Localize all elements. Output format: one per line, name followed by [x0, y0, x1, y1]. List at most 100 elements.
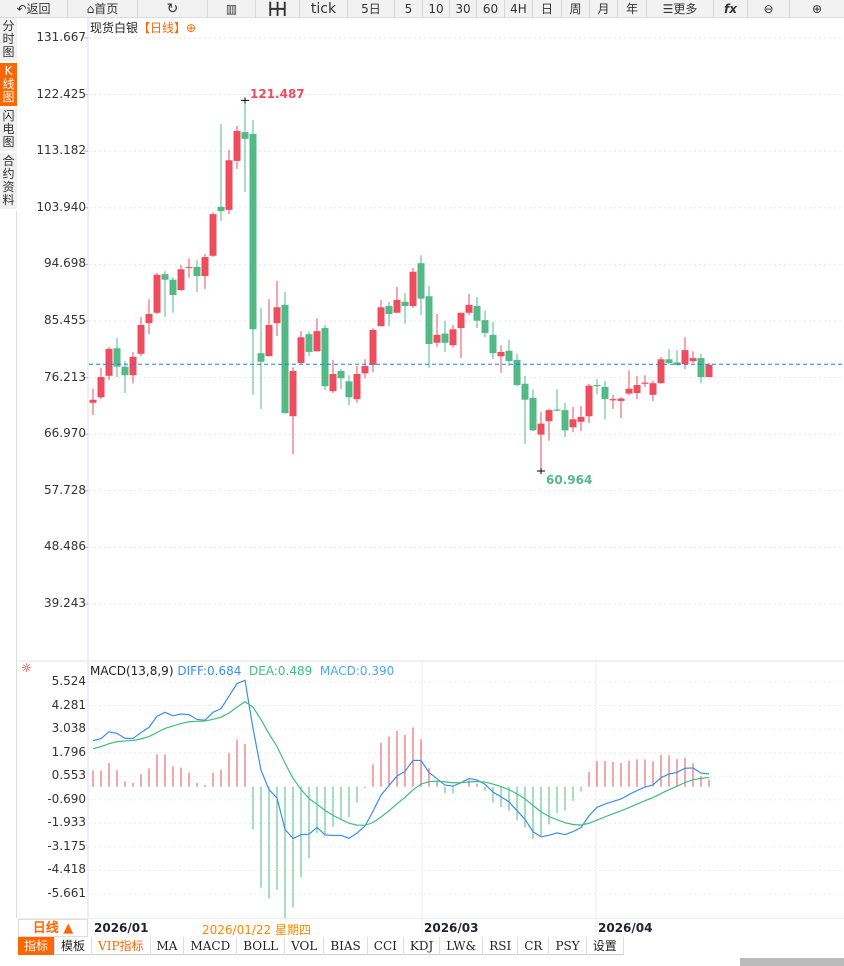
back-button[interactable]: ↶ 返回	[0, 0, 68, 18]
macd-diff-value: DIFF:0.684	[177, 664, 242, 678]
tab-vol[interactable]: VOL	[285, 937, 325, 955]
candle-down	[697, 358, 705, 378]
zoom-out-button[interactable]: ⊖	[748, 0, 790, 18]
candle-down	[593, 385, 601, 387]
period-year-button[interactable]: 年	[618, 0, 647, 18]
tab-rsi[interactable]: RSI	[483, 937, 519, 955]
more-label: 更多	[673, 2, 698, 16]
candle-down	[505, 350, 513, 362]
tab-indicators[interactable]: 指标	[18, 937, 56, 955]
tab-vip-indicators[interactable]: VIP指标	[92, 937, 151, 955]
macd-label: MACD(13,8,9)	[90, 664, 174, 678]
menu-icon: ☰	[662, 2, 674, 16]
macd-tick-label: 1.796	[51, 744, 86, 759]
tick-button[interactable]: tick	[300, 0, 348, 18]
tab-lw[interactable]: LW&	[440, 937, 484, 955]
candle-up	[129, 356, 137, 376]
candle-down	[161, 274, 169, 280]
candle-up	[585, 385, 593, 417]
price-tick-label: 39.243	[44, 596, 86, 610]
period-5-button[interactable]: 5	[395, 0, 423, 18]
candle-down	[529, 397, 537, 431]
candle-down	[401, 301, 409, 307]
period-4h-button[interactable]: 4H	[505, 0, 533, 18]
sun-settings-icon[interactable]: ☼	[21, 661, 32, 675]
price-tick-label: 103.940	[36, 199, 86, 214]
macd-tick-label: -5.661	[47, 886, 86, 900]
tab-cci[interactable]: CCI	[368, 937, 404, 955]
back-label: 返回	[26, 2, 51, 16]
candle-down	[561, 410, 569, 431]
candle-down	[441, 333, 449, 343]
tab-settings[interactable]: 设置	[587, 937, 624, 955]
candle-down	[473, 306, 481, 321]
tab-cr[interactable]: CR	[518, 937, 550, 955]
date-axis: 日线 ▲ 2026/01 2026/01/22 星期四 2026/03 2026…	[18, 918, 844, 937]
tab-flash[interactable]: 闪电图	[0, 108, 17, 153]
candle-down	[241, 132, 249, 139]
macd-dea-value: DEA:0.489	[249, 664, 313, 678]
candle-up	[569, 419, 577, 428]
five-day-button[interactable]: 5日	[348, 0, 395, 18]
tab-macd[interactable]: MACD	[184, 937, 238, 955]
tab-bias[interactable]: BIAS	[324, 937, 368, 955]
candle-up	[577, 416, 585, 422]
candle-up	[393, 299, 401, 313]
candle-up	[177, 269, 185, 291]
candle-down	[553, 409, 561, 411]
date-label: 2026/03	[424, 921, 479, 935]
tab-intraday[interactable]: 分时图	[0, 18, 17, 63]
price-tick-label: 113.182	[36, 143, 86, 158]
period-30-button[interactable]: 30	[450, 0, 477, 18]
candle-up	[449, 329, 457, 346]
candle-up	[361, 366, 369, 374]
formula-button[interactable]: fx	[714, 0, 748, 18]
period-month-button[interactable]: 月	[590, 0, 618, 18]
zoom-in-button[interactable]: ⊕	[790, 0, 844, 18]
tab-ma[interactable]: MA	[151, 937, 185, 955]
candle-down	[673, 362, 681, 365]
tab-boll[interactable]: BOLL	[237, 937, 286, 955]
candle-up	[625, 388, 633, 394]
period-toggle-button[interactable]: 日线 ▲	[18, 919, 88, 937]
period-10-button[interactable]: 10	[423, 0, 450, 18]
candle-style-button[interactable]: ┣╋┫	[256, 0, 300, 18]
instrument-name: 现货白银	[90, 21, 139, 35]
candle-down	[121, 366, 129, 376]
date-label: 2026/01	[94, 921, 149, 935]
add-indicator-icon[interactable]: ⊕	[186, 21, 197, 35]
indicator-chart-button[interactable]: ▥	[208, 0, 256, 18]
candlestick-icon: ┣╋┫	[266, 2, 289, 16]
period-60-button[interactable]: 60	[477, 0, 505, 18]
candle-up	[705, 364, 713, 378]
candle-up	[297, 337, 305, 363]
tab-kdj[interactable]: KDJ	[404, 937, 441, 955]
macd-hist-value: MACD:0.390	[319, 664, 395, 678]
candle-up	[537, 423, 545, 435]
macd-tick-label: -0.690	[47, 791, 86, 806]
tab-templates[interactable]: 模板	[55, 937, 93, 955]
indicator-tabs: 指标 模板 VIP指标 MA MACD BOLL VOL BIAS CCI KD…	[18, 937, 624, 955]
price-tick-label: 85.455	[44, 313, 86, 327]
candle-up	[457, 312, 465, 329]
period-day-button[interactable]: 日	[533, 0, 562, 18]
candle-up	[545, 410, 553, 422]
candle-down	[481, 320, 489, 333]
candle-down	[417, 263, 425, 299]
refresh-button[interactable]: ↻	[138, 0, 208, 18]
period-week-button[interactable]: 周	[562, 0, 590, 18]
tab-kline[interactable]: K线图	[0, 63, 17, 108]
side-tabs: 分时图 K线图 闪电图 合约资料	[0, 18, 17, 918]
more-button[interactable]: ☰ 更多	[647, 0, 714, 18]
tab-contract-info[interactable]: 合约资料	[0, 153, 17, 211]
home-button[interactable]: ⌂ 首页	[68, 0, 138, 18]
price-tick-label: 57.728	[44, 482, 86, 497]
candle-up	[409, 271, 417, 307]
macd-tick-label: 3.038	[51, 721, 86, 736]
horizontal-scrollbar[interactable]	[740, 958, 844, 966]
tab-psy[interactable]: PSY	[549, 937, 587, 955]
candle-up	[105, 348, 113, 376]
low-price-label: 60.964	[546, 473, 593, 487]
candle-up	[369, 329, 377, 365]
